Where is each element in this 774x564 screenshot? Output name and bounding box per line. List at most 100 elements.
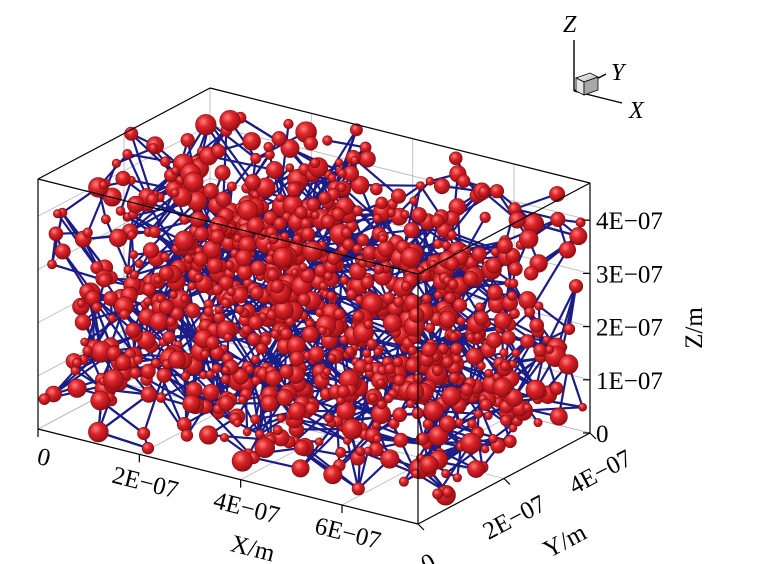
pore	[80, 337, 89, 347]
pore	[339, 335, 349, 345]
pore	[323, 271, 334, 282]
pore	[529, 317, 545, 333]
pore	[549, 381, 564, 396]
pore	[500, 414, 512, 427]
pore	[431, 365, 443, 376]
pore	[226, 181, 237, 192]
pore	[88, 421, 109, 443]
pore	[287, 402, 307, 421]
pore	[322, 367, 332, 377]
throat	[360, 366, 371, 430]
pore	[493, 311, 512, 330]
pore	[180, 133, 195, 148]
pore	[103, 368, 125, 390]
pore	[214, 164, 231, 181]
pore	[362, 348, 372, 358]
pore	[475, 302, 485, 312]
pore	[180, 429, 194, 442]
pore	[375, 196, 388, 210]
pore	[219, 433, 229, 443]
pore	[237, 199, 259, 221]
pore	[180, 294, 189, 304]
pore	[441, 386, 462, 407]
pore	[361, 293, 384, 315]
z-tick-label: 1E−07	[596, 368, 663, 395]
pore	[183, 171, 204, 193]
pore	[525, 379, 546, 400]
pore	[489, 184, 505, 199]
pore	[336, 384, 350, 399]
pore	[74, 314, 92, 331]
pore	[82, 345, 93, 357]
pore	[327, 353, 337, 363]
pore	[67, 378, 87, 398]
pore	[549, 407, 568, 426]
pore	[309, 157, 321, 169]
throat	[299, 424, 345, 470]
pore	[392, 356, 404, 368]
pore	[350, 155, 360, 165]
pore	[301, 325, 319, 344]
pore	[183, 254, 194, 264]
pore	[398, 476, 409, 487]
pore	[82, 227, 93, 238]
pore	[246, 216, 265, 235]
pore	[179, 214, 190, 225]
pore	[323, 465, 343, 485]
pore	[406, 399, 415, 409]
pore	[199, 425, 219, 445]
pore	[335, 447, 347, 458]
box-edge	[209, 87, 591, 184]
pore	[225, 260, 235, 270]
pore	[326, 290, 336, 301]
pore	[545, 345, 555, 355]
pore	[363, 319, 374, 330]
x-tick-label: 4E−07	[211, 487, 282, 529]
pore	[373, 347, 383, 357]
pore	[272, 246, 294, 268]
pore	[486, 284, 504, 301]
throat	[207, 154, 276, 172]
pore	[405, 382, 425, 402]
x-tick-label: 6E−07	[312, 513, 383, 555]
pore	[140, 363, 156, 379]
pore	[508, 278, 519, 289]
pore	[485, 332, 503, 349]
pore	[473, 310, 489, 326]
pore	[206, 257, 224, 275]
pore	[308, 346, 325, 363]
pore	[290, 268, 300, 277]
pore	[167, 350, 186, 369]
pore	[168, 290, 178, 300]
y-tick-label: 2E−07	[479, 490, 551, 545]
pore	[70, 365, 81, 376]
x-axis-title: X/m	[228, 530, 278, 564]
throat	[127, 213, 135, 272]
pore	[255, 342, 268, 355]
pore	[215, 191, 232, 208]
triad-cube-icon	[574, 72, 600, 96]
pore	[441, 486, 454, 498]
pore	[170, 188, 180, 198]
pore	[533, 418, 543, 428]
pore	[390, 188, 407, 204]
pore	[433, 290, 443, 300]
pore	[346, 288, 358, 300]
throat	[222, 129, 228, 201]
pore	[137, 427, 151, 441]
throat	[97, 393, 150, 434]
pore	[405, 357, 421, 374]
pore	[304, 401, 318, 416]
pore	[250, 152, 262, 164]
pore	[452, 298, 468, 313]
pore	[263, 141, 274, 153]
pore	[430, 213, 445, 228]
pore	[496, 237, 513, 254]
pore	[480, 444, 490, 454]
throat	[346, 439, 360, 490]
x-axis: 0 2E−07 4E−07 6E−07 X/m	[34, 429, 384, 564]
pore	[72, 357, 82, 368]
pore	[333, 308, 346, 321]
pore	[441, 240, 451, 250]
